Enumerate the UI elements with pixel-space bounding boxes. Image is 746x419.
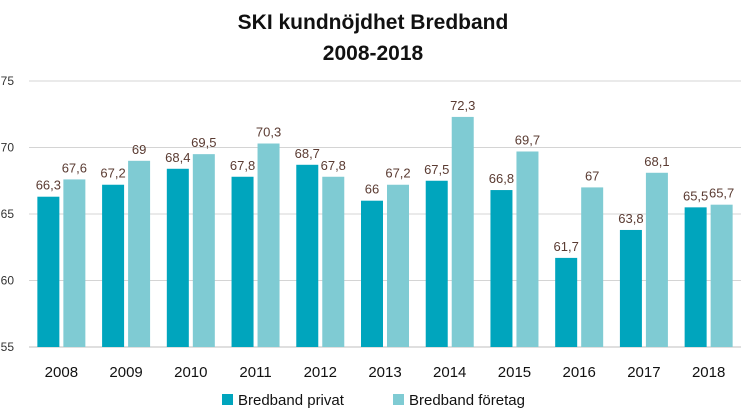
y-tick-label: 60 <box>1 274 15 288</box>
bar-foretag-2012 <box>322 176 345 347</box>
data-label: 69,7 <box>515 132 540 147</box>
data-label: 67,8 <box>321 158 346 173</box>
bar-foretag-2018 <box>710 204 733 347</box>
data-label: 68,4 <box>165 150 190 165</box>
y-tick-label: 65 <box>1 207 15 221</box>
x-tick-label: 2017 <box>627 364 660 381</box>
bar-foretag-2015 <box>516 151 539 347</box>
data-label: 69 <box>132 142 146 157</box>
bar-foretag-2011 <box>257 143 280 347</box>
x-tick-label: 2014 <box>433 364 466 381</box>
y-axis-ticks: 55 60 65 70 75 <box>1 74 15 354</box>
bar-privat-2009 <box>102 184 125 347</box>
data-label: 67,8 <box>230 158 255 173</box>
bar-foretag-2014 <box>451 116 474 347</box>
data-label: 72,3 <box>450 98 475 113</box>
bar-privat-2015 <box>490 190 513 347</box>
data-labels: 66,367,6 67,26968,469,567,870,368,767,866… <box>36 98 735 254</box>
bar-privat-2017 <box>619 229 642 347</box>
x-tick-label: 2012 <box>304 364 337 381</box>
x-tick-label: 2018 <box>692 364 725 381</box>
data-label: 67,2 <box>100 166 125 181</box>
y-tick-label: 55 <box>1 340 15 354</box>
data-label: 70,3 <box>256 125 281 140</box>
bar-privat-2013 <box>361 200 383 347</box>
data-label: 68,7 <box>295 146 320 161</box>
bar-privat-2012 <box>296 164 319 347</box>
y-tick-label: 70 <box>1 141 15 155</box>
data-label: 67 <box>585 168 599 183</box>
data-label: 67,6 <box>62 160 87 175</box>
bar-privat-2011 <box>231 176 254 347</box>
x-tick-label: 2010 <box>174 364 207 381</box>
data-label: 61,7 <box>554 239 579 254</box>
chart-title-line-2: 2008-2018 <box>323 42 424 65</box>
x-tick-label: 2013 <box>368 364 401 381</box>
data-label: 66 <box>365 182 379 197</box>
bar-privat-2014 <box>425 180 448 347</box>
legend-label: Bredband företag <box>409 392 525 409</box>
data-label: 63,8 <box>618 211 643 226</box>
data-label: 67,5 <box>424 162 449 177</box>
data-label: 69,5 <box>191 135 216 150</box>
bar-foretag-2010 <box>192 154 215 347</box>
bar-foretag-2013 <box>387 184 409 347</box>
data-label: 68,1 <box>644 154 669 169</box>
bar-foretag-2017 <box>645 172 668 347</box>
data-label: 65,5 <box>683 188 708 203</box>
y-tick-label: 75 <box>1 74 15 88</box>
x-tick-label: 2009 <box>109 364 142 381</box>
bar-privat-2010 <box>166 168 189 347</box>
bar-privat-2018 <box>684 207 707 347</box>
data-label: 66,3 <box>36 178 61 193</box>
legend-swatch-privat <box>222 394 233 405</box>
data-label: 67,2 <box>385 166 410 181</box>
x-tick-label: 2016 <box>562 364 595 381</box>
bar-foretag-2008 <box>63 179 86 347</box>
chart-title-line-1: SKI kundnöjdhet Bredband <box>238 11 509 34</box>
x-tick-label: 2015 <box>498 364 531 381</box>
bar-privat-2008 <box>37 196 60 347</box>
legend-swatch-foretag <box>393 394 404 405</box>
data-label: 66,8 <box>489 171 514 186</box>
bars <box>37 116 733 347</box>
bar-privat-2016 <box>555 257 578 347</box>
bar-foretag-2016 <box>581 187 604 347</box>
data-label: 65,7 <box>709 186 734 201</box>
x-tick-label: 2008 <box>45 364 78 381</box>
bar-foretag-2009 <box>128 160 151 347</box>
legend-label: Bredband privat <box>238 392 345 409</box>
x-tick-label: 2011 <box>239 364 271 381</box>
legend: Bredband privat Bredband företag <box>222 392 525 409</box>
x-axis-ticks: 2008 2009 2010 2011 2012 2013 2014 2015 2016 2017… <box>45 364 726 381</box>
